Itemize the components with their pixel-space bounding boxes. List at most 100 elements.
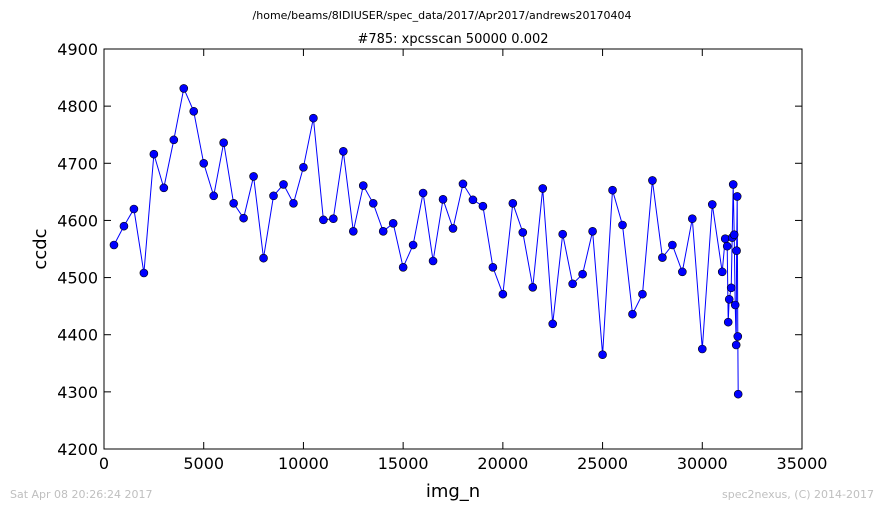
x-tick-label: 10000 (278, 454, 329, 473)
data-point (309, 113, 318, 123)
data-point (729, 230, 739, 240)
data-point (726, 283, 736, 293)
data-point (728, 180, 738, 189)
data-point (638, 289, 647, 299)
data-point (717, 267, 727, 277)
data-point (229, 198, 238, 208)
data-point (608, 185, 617, 195)
data-point (558, 229, 567, 239)
data-point (279, 180, 288, 189)
data-point (109, 240, 119, 250)
x-tick-label: 0 (99, 454, 109, 473)
x-tick-label: 25000 (577, 454, 628, 473)
data-point (732, 192, 742, 201)
series-line (113, 86, 739, 395)
data-point (678, 267, 687, 277)
x-tick-label: 5000 (183, 454, 224, 473)
y-axis-label: ccdc (30, 228, 51, 269)
plot-frame (103, 48, 803, 450)
data-point (408, 240, 418, 250)
x-tick-label: 20000 (477, 454, 528, 473)
data-point (478, 201, 488, 211)
data-point (658, 253, 667, 262)
data-point (688, 214, 697, 224)
data-point (428, 256, 438, 266)
data-point (508, 198, 518, 208)
data-point (733, 332, 743, 341)
data-point (668, 240, 677, 250)
data-point (378, 226, 388, 236)
data-point (159, 183, 169, 193)
data-point (259, 253, 268, 263)
data-point (578, 269, 587, 279)
data-point (697, 344, 707, 354)
data-point (388, 218, 398, 228)
x-axis-ticks: 0 5000 10000 15000 20000 25000 30000 35000 (99, 49, 828, 473)
data-point (730, 300, 740, 310)
x-tick-label: 15000 (378, 454, 429, 473)
data-point (722, 241, 732, 251)
data-point (398, 262, 408, 272)
data-point (249, 172, 258, 181)
data-point (598, 350, 607, 360)
data-point (199, 158, 209, 168)
x-tick-label: 35000 (777, 454, 828, 473)
data-point (732, 246, 741, 256)
x-tick-label: 30000 (677, 454, 728, 473)
data-point (299, 162, 308, 172)
data-point (319, 215, 328, 225)
y-tick-label: 4500 (57, 269, 98, 288)
y-tick-label: 4600 (57, 211, 98, 230)
data-point (289, 198, 298, 208)
file-path-header: /home/beams/8IDIUSER/spec_data/2017/Apr2… (253, 9, 632, 22)
y-tick-label: 4700 (57, 154, 98, 173)
data-point (219, 138, 228, 148)
data-point (339, 146, 348, 156)
data-point (498, 289, 508, 299)
y-tick-label: 4800 (57, 97, 98, 116)
data-point (488, 262, 498, 272)
data-point (720, 234, 730, 244)
x-axis-label: img_n (426, 481, 480, 502)
data-point (269, 191, 278, 201)
data-point (209, 191, 218, 201)
data-point (149, 149, 159, 159)
data-point (119, 221, 129, 231)
data-point (528, 282, 538, 292)
data-point (418, 188, 428, 198)
data-point (448, 224, 458, 233)
data-point (733, 389, 743, 399)
footer-timestamp: Sat Apr 08 20:26:24 2017 (10, 488, 152, 501)
data-point (358, 181, 368, 190)
plot-area (103, 48, 803, 450)
data-point (179, 84, 189, 93)
data-point (129, 204, 139, 214)
data-point (618, 220, 627, 230)
data-point (139, 268, 149, 278)
y-tick-label: 4900 (57, 40, 98, 59)
data-point (724, 294, 734, 304)
data-point (189, 106, 199, 116)
data-point (468, 195, 478, 205)
data-point (368, 198, 378, 208)
y-tick-label: 4300 (57, 383, 98, 402)
data-point (239, 213, 248, 223)
data-point (628, 309, 637, 319)
data-point (731, 340, 741, 350)
data-point (568, 279, 577, 289)
data-point (548, 319, 558, 329)
y-axis-ticks: 4200 4300 4400 4500 4600 4700 4800 4900 (57, 40, 802, 459)
data-point (707, 200, 717, 209)
data-point (169, 135, 179, 145)
footer-credit: spec2nexus, (C) 2014-2017 (722, 488, 874, 501)
chart-title: #785: xpcsscan 50000 0.002 (357, 32, 548, 47)
data-point (588, 226, 597, 236)
data-point (648, 176, 657, 185)
data-point (518, 228, 528, 237)
data-point (723, 317, 733, 327)
y-tick-label: 4200 (57, 440, 98, 459)
data-point (538, 184, 548, 193)
data-point (329, 214, 338, 224)
data-point (438, 194, 448, 204)
